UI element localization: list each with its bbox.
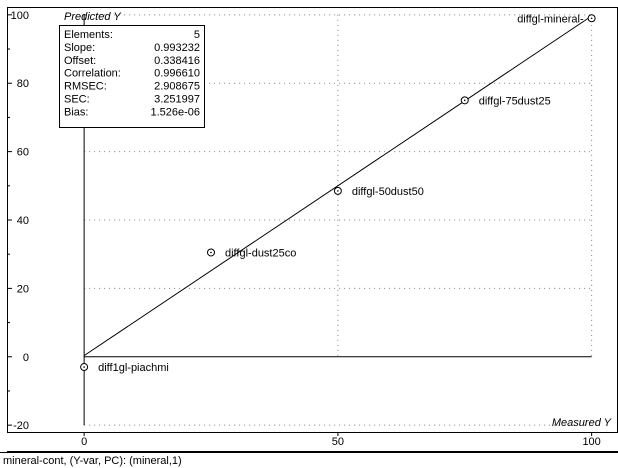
points-layer: diff1gl-piachmi diffgl-dust25co diffgl-50d… xyxy=(80,13,596,374)
data-point[interactable]: diff1gl-piachmi xyxy=(80,362,169,374)
stat-name: SEC: xyxy=(64,94,90,106)
point-label: diffgl-mineral- xyxy=(517,13,584,25)
data-point[interactable]: diffgl-50dust50 xyxy=(333,186,424,198)
point-label: diffgl-50dust50 xyxy=(352,186,424,198)
stat-name: Bias: xyxy=(64,106,88,118)
ticks-layer: -20 0 20 40 60 80 100 0 50 100 xyxy=(8,10,601,448)
stat-value: 0.993232 xyxy=(154,42,200,54)
stat-name: Slope: xyxy=(64,42,95,54)
regression-line xyxy=(83,15,592,357)
stat-value: 0.996610 xyxy=(154,68,200,80)
status-bar-text: mineral-cont, (Y-var, PC): (mineral,1) xyxy=(3,455,182,467)
y-tick-label: -20 xyxy=(13,420,29,432)
point-marker-dot xyxy=(463,99,466,102)
y-tick-label: 60 xyxy=(17,147,29,159)
x-tick-label: 50 xyxy=(332,436,344,448)
y-tick-label: 100 xyxy=(11,10,29,22)
regression-layer xyxy=(83,15,592,357)
y-tick-label: 20 xyxy=(17,283,29,295)
stat-value: 5 xyxy=(194,29,200,41)
point-marker-dot xyxy=(337,190,339,192)
x-tick-label: 100 xyxy=(582,436,600,448)
stat-value: 0.338416 xyxy=(154,55,200,67)
stat-value: 2.908675 xyxy=(154,81,200,93)
statistics-box: Elements: 5 Slope: 0.993232 Offset: 0.338416 C… xyxy=(59,25,205,128)
x-tick-label: 0 xyxy=(81,436,87,448)
point-marker-dot xyxy=(210,251,212,254)
stat-name: Elements: xyxy=(64,29,113,41)
data-point[interactable]: diffgl-dust25co xyxy=(207,247,297,259)
point-label: diffgl-75dust25 xyxy=(479,95,551,107)
stat-value: 3.251997 xyxy=(154,94,200,106)
stat-name: RMSEC: xyxy=(64,81,107,93)
y-tick-label: 0 xyxy=(23,352,29,364)
y-tick-label: 40 xyxy=(17,215,29,227)
point-label: diffgl-dust25co xyxy=(225,247,296,259)
x-axis-title: Measured Y xyxy=(552,417,612,429)
data-point[interactable]: diffgl-mineral- xyxy=(517,13,596,25)
y-tick-label: 80 xyxy=(17,78,29,90)
point-marker-dot xyxy=(590,17,593,20)
stat-name: Offset: xyxy=(64,55,96,67)
statistics-rows: Elements: 5 Slope: 0.993232 Offset: 0.338416 C… xyxy=(64,29,200,118)
point-marker-dot xyxy=(83,366,85,368)
stat-name: Correlation: xyxy=(64,68,121,80)
point-label: diff1gl-piachmi xyxy=(98,362,169,374)
stat-value: 1.526e-06 xyxy=(150,106,200,118)
statistics-box-frame xyxy=(59,25,205,128)
data-point[interactable]: diffgl-75dust25 xyxy=(460,95,551,107)
y-axis-title: Predicted Y xyxy=(64,11,121,23)
